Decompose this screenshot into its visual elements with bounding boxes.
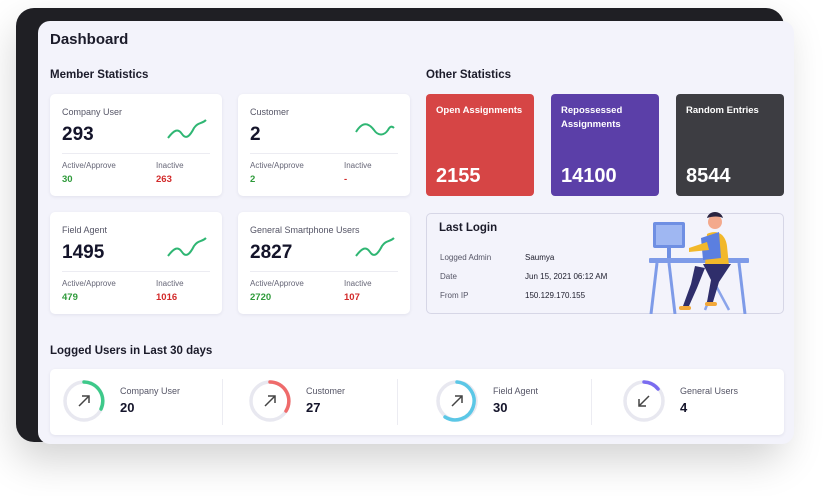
logged-users-item-company-user[interactable]: Company User 20 [50, 369, 233, 435]
card-divider [250, 271, 398, 272]
card-value: 2 [250, 124, 261, 145]
tile-label: Open Assignments [436, 105, 523, 116]
trend-sparkline-icon [167, 237, 207, 257]
inactive-label: Inactive [156, 161, 184, 170]
card-divider [62, 153, 210, 154]
logged-users-label: Customer [306, 386, 346, 396]
tile-repossessed-assignments[interactable]: Repossessed Assignments 14100 [551, 94, 659, 196]
trend-sparkline-icon [167, 119, 207, 139]
last-login-card: Last Login Logged Admin Saumya Date Jun … [426, 212, 784, 314]
stat-card-field-agent[interactable]: Field Agent 1495 Active/Approve Inactive… [50, 212, 222, 314]
inactive-value: 107 [344, 292, 360, 303]
tile-open-assignments[interactable]: Open Assignments 2155 [426, 94, 534, 196]
progress-ring [436, 380, 478, 422]
progress-ring [63, 380, 105, 422]
person-at-desk-illustration [649, 212, 749, 314]
logged-users-value: 4 [680, 400, 688, 415]
arrow-up-right-icon [451, 395, 463, 407]
card-label: Customer [250, 107, 290, 117]
active-value: 479 [62, 292, 78, 303]
active-label: Active/Approve [62, 279, 116, 288]
active-value: 2720 [250, 292, 272, 303]
other-statistics-title: Other Statistics [426, 69, 511, 81]
logged-users-label: Field Agent [493, 386, 539, 396]
inactive-label: Inactive [156, 279, 184, 288]
card-label: General Smartphone Users [250, 225, 360, 235]
card-divider [250, 153, 398, 154]
separator [591, 379, 592, 425]
progress-ring [623, 380, 665, 422]
from-ip-label: From IP [440, 291, 469, 300]
tile-label: Repossessed Assignments [561, 105, 623, 130]
tile-random-entries[interactable]: Random Entries 8544 [676, 94, 784, 196]
tile-label: Random Entries [686, 105, 759, 116]
separator [397, 379, 398, 425]
device-frame: Dashboard Member Statistics Company User… [16, 8, 794, 444]
arrow-up-right-icon [78, 395, 90, 407]
logged-users-label: General Users [680, 386, 739, 396]
progress-ring [249, 380, 291, 422]
tile-value: 2155 [436, 165, 481, 187]
active-value: 2 [250, 174, 256, 185]
card-label: Company User [62, 107, 123, 117]
from-ip-value: 150.129.170.155 [525, 291, 586, 300]
active-label: Active/Approve [250, 279, 304, 288]
date-value: Jun 15, 2021 06:12 AM [525, 272, 608, 281]
separator [222, 379, 223, 425]
card-value: 293 [62, 124, 94, 145]
stat-card-customer[interactable]: Customer 2 Active/Approve Inactive 2 - [238, 94, 410, 196]
inactive-value: - [344, 174, 348, 185]
card-divider [62, 271, 210, 272]
logged-users-value: 27 [306, 400, 321, 415]
active-label: Active/Approve [62, 161, 116, 170]
logged-users-item-general-users[interactable]: General Users 4 [610, 369, 793, 435]
stat-card-general-smartphone-users[interactable]: General Smartphone Users 2827 Active/App… [238, 212, 410, 314]
dashboard-screen: Dashboard Member Statistics Company User… [38, 21, 794, 444]
logged-users-value: 30 [493, 400, 508, 415]
trend-sparkline-icon [355, 123, 395, 136]
active-value: 30 [62, 174, 73, 185]
logged-users-value: 20 [120, 400, 135, 415]
logged-users-item-field-agent[interactable]: Field Agent 30 [423, 369, 606, 435]
arrow-up-right-icon [264, 395, 276, 407]
logged-users-title: Logged Users in Last 30 days [50, 345, 213, 357]
member-statistics-title: Member Statistics [50, 69, 149, 81]
inactive-label: Inactive [344, 161, 372, 170]
inactive-label: Inactive [344, 279, 372, 288]
card-value: 1495 [62, 242, 105, 263]
logged-users-panel: Company User 20 Customer 27 [50, 369, 784, 435]
arrow-down-left-icon [638, 395, 650, 407]
inactive-value: 263 [156, 174, 172, 185]
stat-card-company-user[interactable]: Company User 293 Active/Approve Inactive… [50, 94, 222, 196]
last-login-title: Last Login [439, 222, 498, 234]
page-title: Dashboard [50, 31, 129, 48]
logged-users-item-customer[interactable]: Customer 27 [236, 369, 419, 435]
active-label: Active/Approve [250, 161, 304, 170]
logged-users-label: Company User [120, 386, 181, 396]
card-label: Field Agent [62, 225, 108, 235]
tile-value: 8544 [686, 165, 731, 187]
tile-value: 14100 [561, 165, 617, 187]
card-value: 2827 [250, 242, 293, 263]
trend-sparkline-icon [355, 237, 395, 257]
inactive-value: 1016 [156, 292, 178, 303]
logged-admin-value: Saumya [525, 253, 555, 262]
logged-admin-label: Logged Admin [440, 253, 492, 262]
date-label: Date [440, 272, 457, 281]
